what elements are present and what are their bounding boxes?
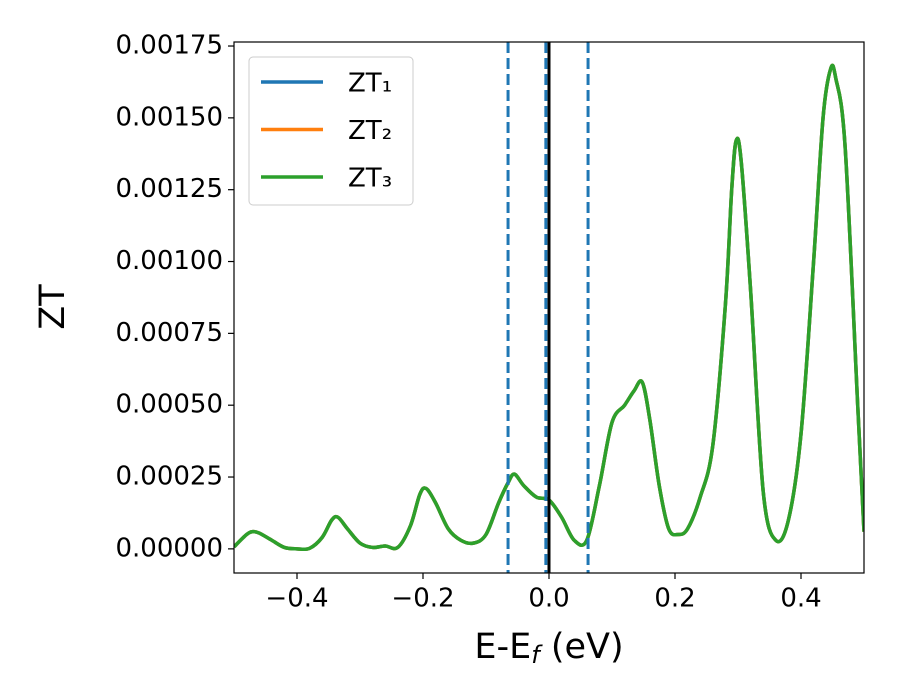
legend-label: ZT₁ [348, 69, 392, 99]
y-tick-label: 0.00025 [115, 462, 223, 492]
legend-label: ZT₃ [348, 164, 392, 194]
x-tick-label: 0.4 [780, 584, 821, 614]
y-tick-label: 0.00000 [115, 533, 223, 563]
series-line [234, 63, 864, 552]
x-label-unit: (eV) [540, 627, 624, 667]
y-tick-label: 0.00125 [115, 174, 223, 204]
x-label-main: E-E [474, 627, 531, 667]
x-axis-label: E-Ef (eV) [474, 627, 623, 669]
y-tick-label: 0.00175 [115, 31, 223, 61]
legend-box [248, 56, 414, 206]
y-tick-label: 0.00150 [115, 102, 223, 132]
x-tick-label: 0.0 [528, 584, 569, 614]
y-tick-label: 0.00075 [115, 318, 223, 348]
x-tick-label: 0.2 [654, 584, 695, 614]
legend-label: ZT₂ [348, 116, 392, 146]
plot-frame [233, 41, 865, 574]
x-tick-label: −0.4 [265, 584, 328, 614]
y-tick-label: 0.00050 [115, 390, 223, 420]
x-tick-label: −0.2 [391, 584, 454, 614]
y-axis-label: ZT [33, 284, 73, 330]
y-tick-label: 0.00100 [115, 246, 223, 276]
